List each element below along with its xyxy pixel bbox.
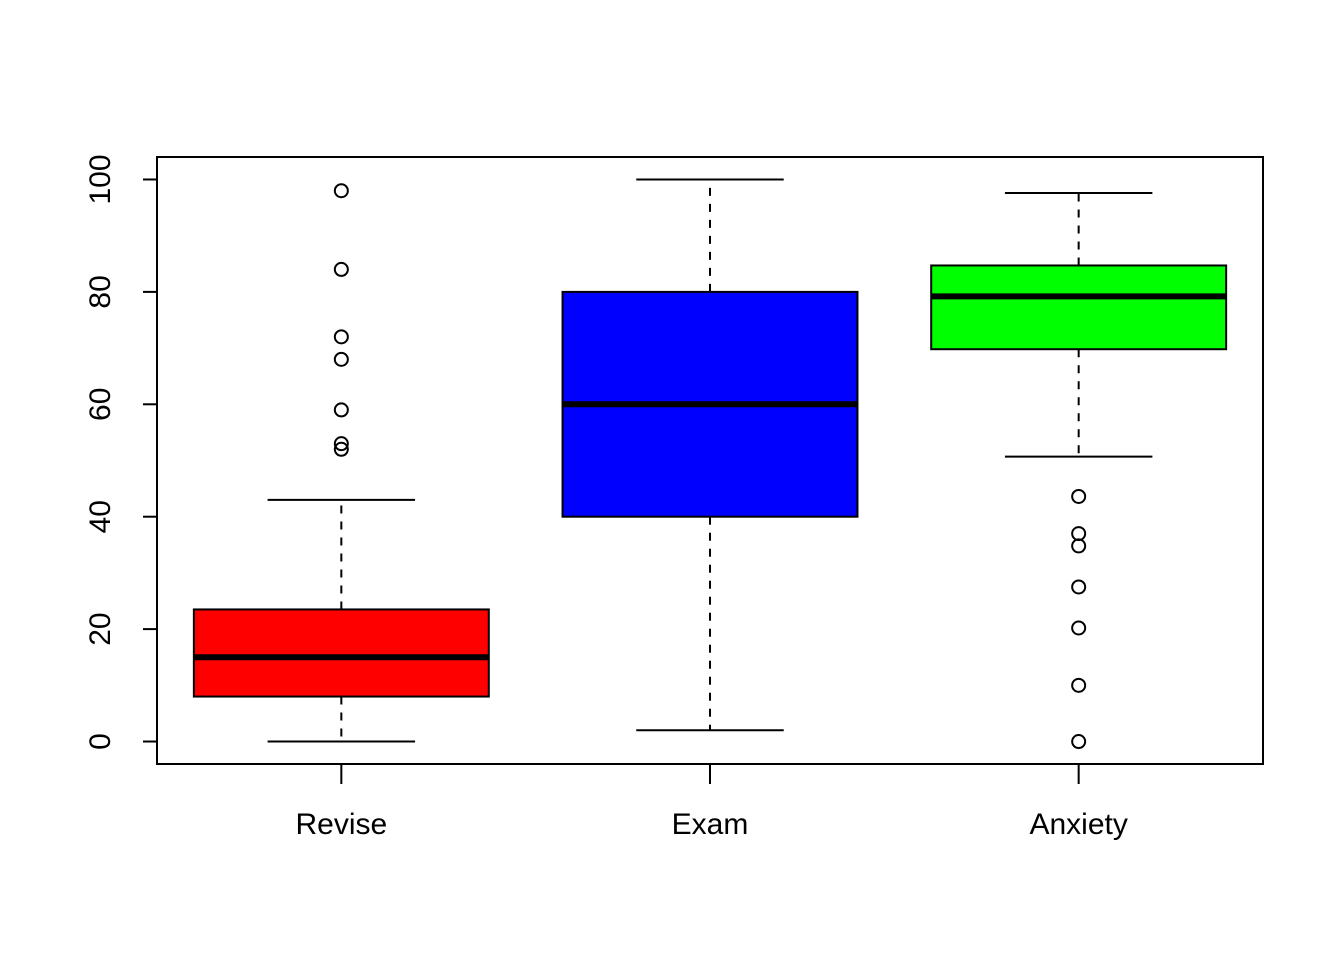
box-exam <box>561 178 859 732</box>
outlier-point <box>333 436 349 452</box>
x-tick-label: Revise <box>295 808 387 841</box>
outlier-point <box>333 441 349 457</box>
y-tick-label: 60 <box>84 388 117 421</box>
x-axis: Revise Exam Anxiety <box>295 764 1128 841</box>
y-axis: 0 20 40 60 80 100 <box>84 154 157 750</box>
outlier-point <box>1071 526 1087 542</box>
outlier-point <box>333 351 349 367</box>
y-tick-label: 0 <box>84 733 117 750</box>
boxes <box>192 178 1228 750</box>
y-tick-label: 80 <box>84 275 117 308</box>
outlier-point <box>1071 677 1087 693</box>
outlier-point <box>1071 488 1087 504</box>
y-tick-label: 100 <box>84 154 117 204</box>
iqr-box <box>192 608 490 698</box>
outlier-point <box>1071 538 1087 554</box>
outlier-point <box>1071 620 1087 636</box>
y-tick-label: 20 <box>84 612 117 645</box>
box-revise <box>192 183 490 743</box>
outlier-point <box>333 402 349 418</box>
outlier-point <box>1071 579 1087 595</box>
box-anxiety <box>930 191 1228 750</box>
outlier-point <box>333 261 349 277</box>
iqr-box <box>930 264 1228 351</box>
y-tick-label: 40 <box>84 500 117 533</box>
outlier-point <box>333 329 349 345</box>
outlier-point <box>333 183 349 199</box>
x-tick-label: Anxiety <box>1029 808 1127 841</box>
x-tick-label: Exam <box>672 808 749 841</box>
outlier-point <box>1071 734 1087 750</box>
